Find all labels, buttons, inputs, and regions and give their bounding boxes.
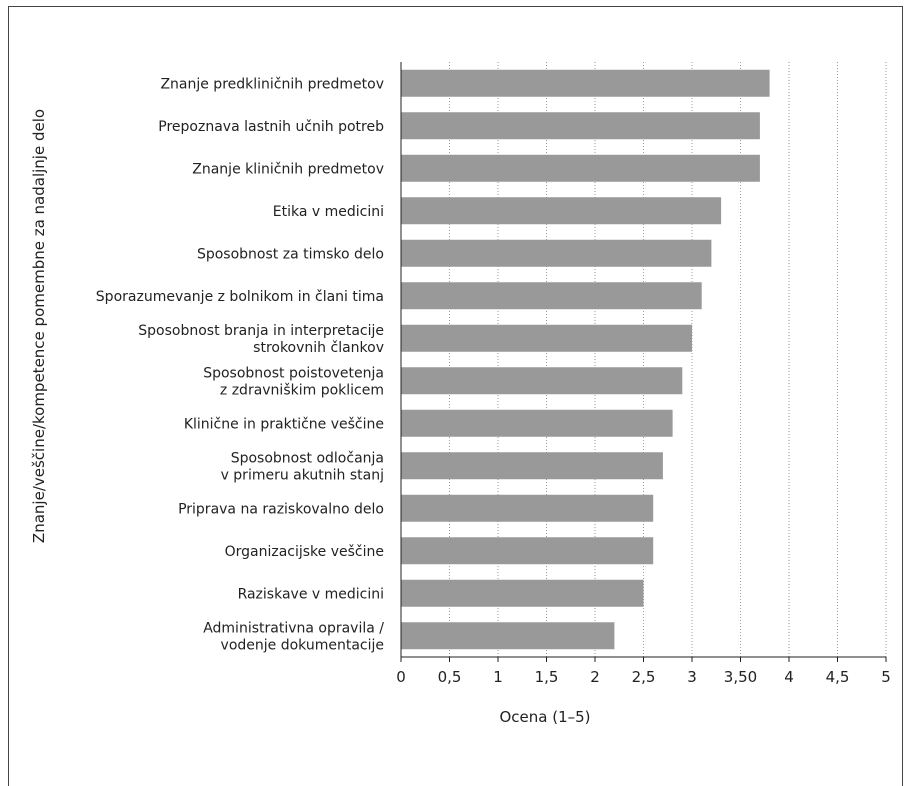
chart-frame — [8, 6, 903, 786]
axes — [400, 62, 887, 662]
category-label-7-line-0: Sposobnost poistovetenja — [203, 365, 384, 381]
x-tick-label-5: 2,5 — [632, 668, 656, 686]
category-label-9-line-1: v primeru akutnih stanj — [221, 467, 384, 483]
bar-9 — [401, 452, 663, 480]
bar-12 — [401, 579, 644, 607]
category-label-10: Priprava na raziskovalno delo — [178, 501, 384, 517]
bars — [401, 69, 770, 650]
bar-8 — [401, 409, 673, 437]
bar-13 — [401, 622, 615, 650]
x-tick-label-7: 3,50 — [724, 668, 757, 686]
category-label-3: Etika v medicini — [273, 204, 384, 220]
category-label-5: Sporazumevanje z bolnikom in člani tima — [96, 289, 384, 305]
category-label-6-line-0: Sposobnost branja in interpretacije — [138, 323, 384, 339]
category-label-13-line-0: Administrativna opravila / — [203, 620, 384, 636]
category-label-2: Znanje kliničnih predmetov — [192, 161, 384, 177]
bar-6 — [401, 324, 692, 352]
bar-chart: Znanje predkliničnih predmetov Prepoznava… — [30, 62, 891, 726]
bar-3 — [401, 197, 722, 225]
category-label-13-line-1: vodenje dokumentacije — [221, 637, 384, 653]
x-tick-label-3: 1,5 — [535, 668, 559, 686]
category-label-7-line-1: z zdravniškim poklicem — [220, 382, 384, 398]
x-tick-label-6: 3 — [687, 668, 697, 686]
category-label-11: Organizacijske veščine — [225, 544, 384, 560]
bar-2 — [401, 154, 760, 182]
category-labels: Znanje predkliničnih predmetov Prepoznava… — [96, 76, 384, 653]
category-label-4: Sposobnost za timsko delo — [197, 246, 384, 262]
x-tick-label-0: 0 — [396, 668, 406, 686]
y-axis-label: Znanje/veščine/kompetence pomembne za na… — [30, 109, 48, 543]
x-axis-label: Ocena (1–5) — [499, 708, 590, 726]
category-label-12: Raziskave v medicini — [238, 586, 384, 602]
bar-10 — [401, 494, 654, 522]
category-label-9-line-0: Sposobnost odločanja — [231, 450, 384, 466]
x-tick-label-4: 2 — [590, 668, 600, 686]
bar-0 — [401, 69, 770, 97]
bar-5 — [401, 282, 702, 310]
x-tick-label-1: 0,5 — [438, 668, 462, 686]
bar-1 — [401, 112, 760, 140]
bar-7 — [401, 367, 683, 395]
bar-4 — [401, 239, 712, 267]
category-label-6-line-1: strokovnih člankov — [253, 340, 384, 356]
x-tick-label-10: 5 — [881, 668, 891, 686]
x-tick-label-8: 4 — [784, 668, 794, 686]
bar-11 — [401, 537, 654, 565]
grid-lines — [449, 62, 887, 657]
x-tick-labels: 0 0,5 1 1,5 2 2,5 3 3,50 4 4,5 5 — [396, 668, 891, 686]
category-label-8: Klinične in praktične veščine — [184, 416, 384, 432]
category-label-1: Prepoznava lastnih učnih potreb — [158, 119, 384, 135]
category-label-0: Znanje predkliničnih predmetov — [160, 76, 384, 92]
x-tick-label-9: 4,5 — [826, 668, 850, 686]
x-tick-label-2: 1 — [493, 668, 503, 686]
